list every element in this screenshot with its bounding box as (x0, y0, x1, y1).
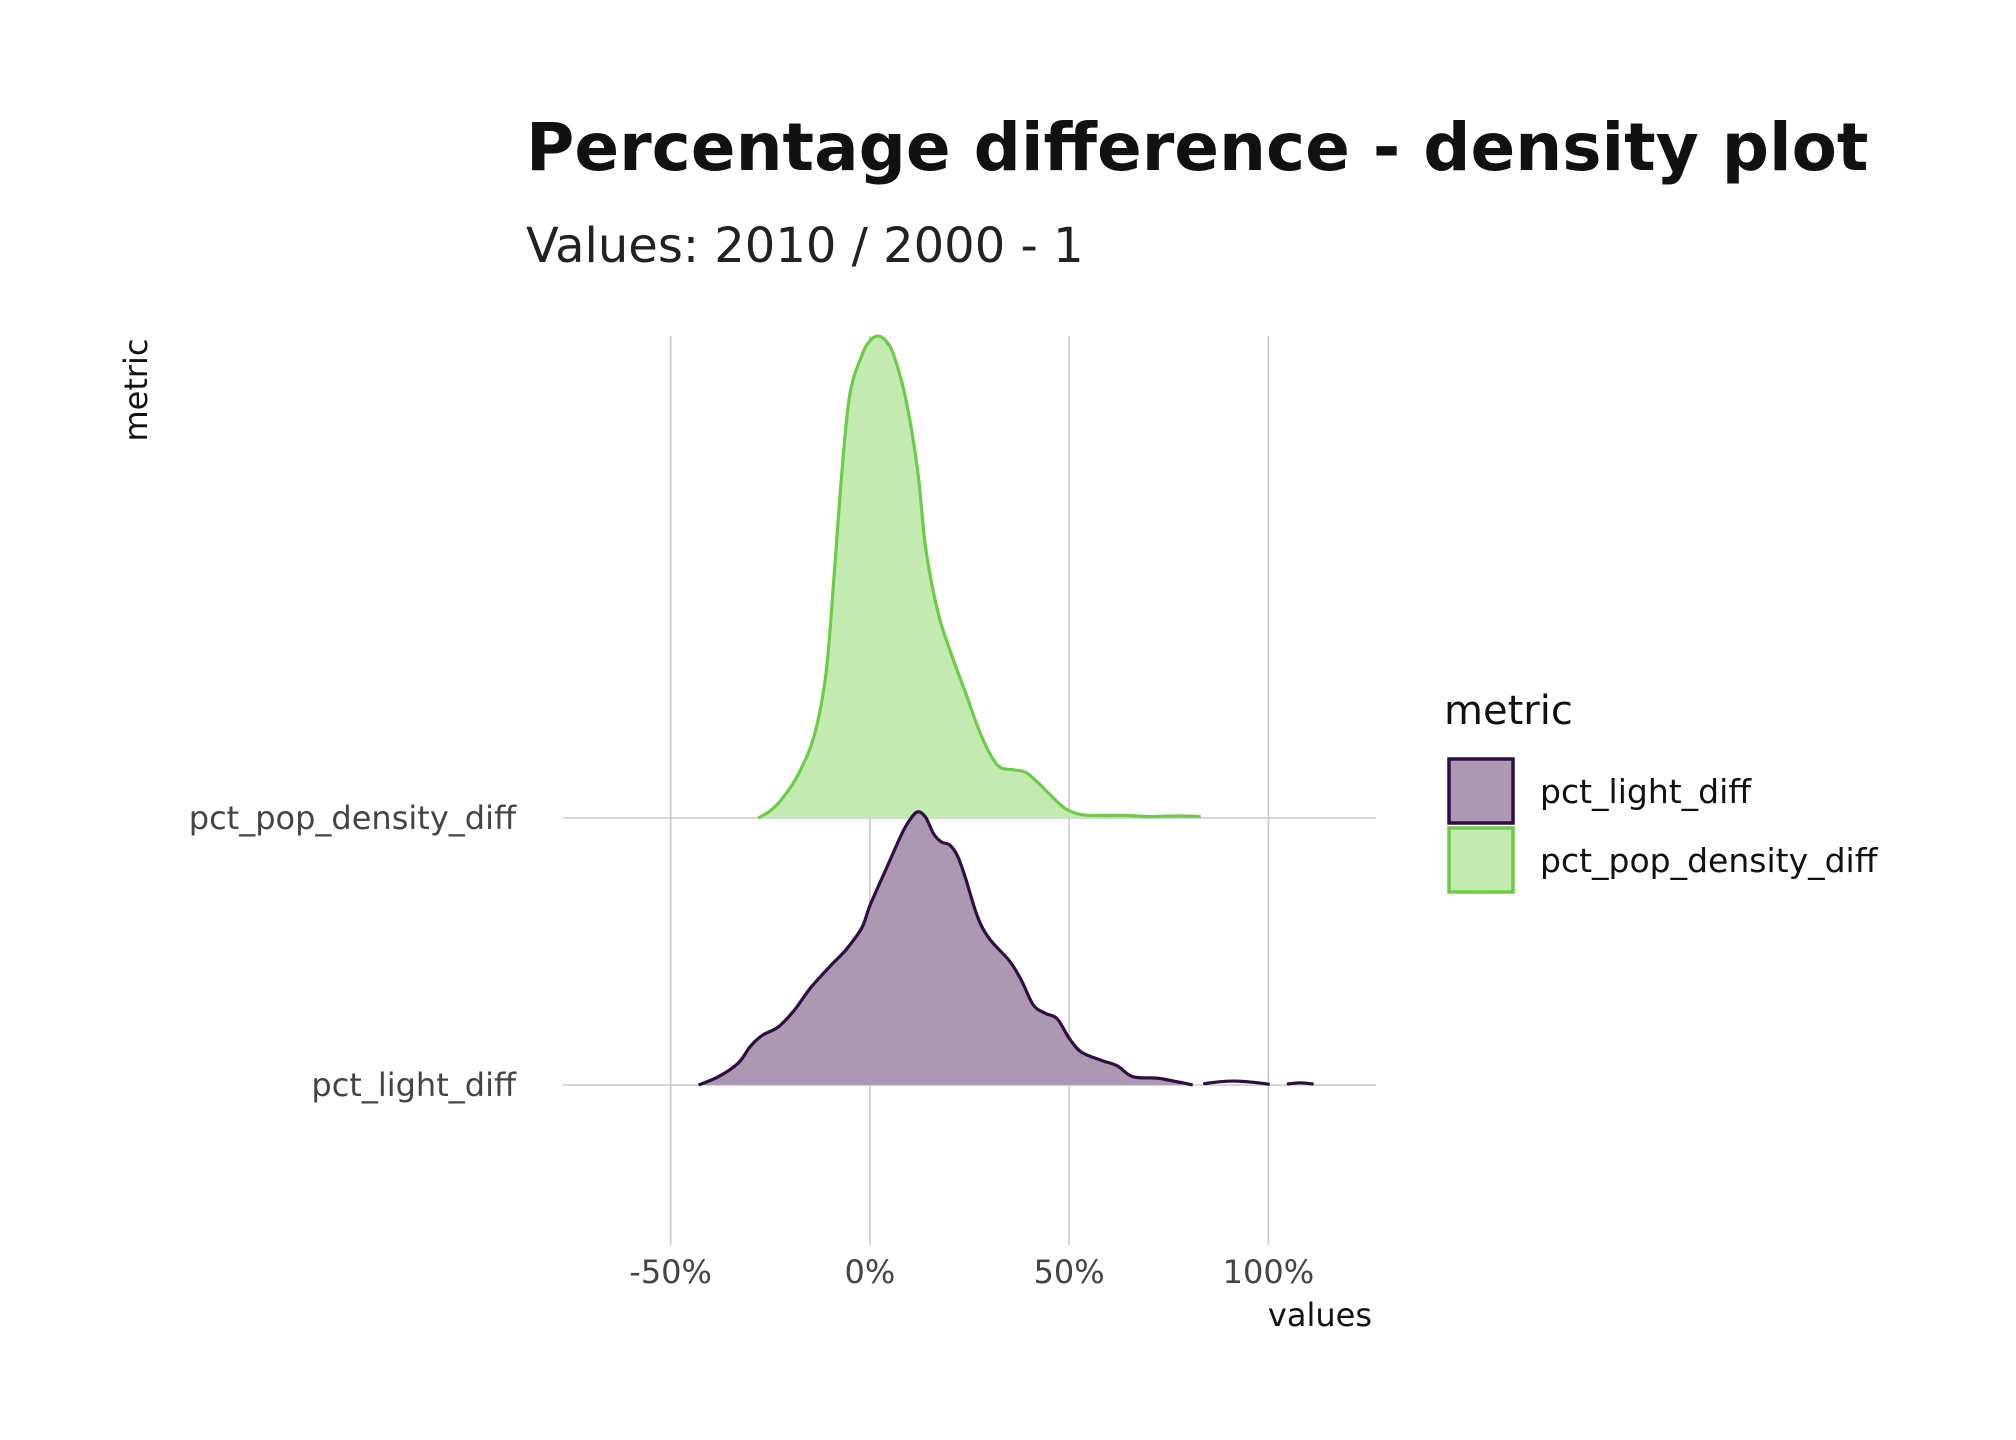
x-tick-label-1: 0% (844, 1253, 895, 1291)
legend-swatch-pct_light_diff (1447, 757, 1515, 825)
y-axis-title: metric (117, 338, 155, 441)
ridge-tail-pct_light_diff-1 (1286, 1081, 1314, 1086)
x-tick-label-2: 50% (1034, 1253, 1105, 1291)
ridge-outline-pct_pop_density_diff (757, 334, 1201, 820)
chart-title: Percentage difference - density plot (526, 109, 1868, 186)
chart-subtitle: Values: 2010 / 2000 - 1 (526, 218, 1084, 274)
ridge-fill-pct_pop_density_diff (758, 336, 1201, 818)
density-ridges (697, 334, 1314, 1087)
ridge-tail-pct_light_diff-0 (1203, 1079, 1270, 1086)
ridge-outline-pct_light_diff (697, 810, 1194, 1087)
axis-tick-labels: -50% 0% 50% 100% pct_light_diff pct_pop_densi… (189, 799, 1314, 1291)
y-tick-label-pct_pop_density_diff: pct_pop_density_diff (189, 799, 517, 837)
y-tick-label-pct_light_diff: pct_light_diff (311, 1066, 517, 1104)
x-axis-title: values (1268, 1296, 1372, 1334)
legend-title: metric (1444, 688, 1573, 734)
legend: metric pct_light_diff pct_pop_density_dif… (1444, 688, 1879, 894)
legend-swatch-pct_pop_density_diff (1447, 826, 1515, 894)
x-tick-label-0: -50% (629, 1253, 712, 1291)
ridge-fill-pct_light_diff (698, 811, 1193, 1085)
legend-label-pct_light_diff: pct_light_diff (1540, 772, 1752, 811)
x-tick-label-3: 100% (1223, 1253, 1314, 1291)
legend-label-pct_pop_density_diff: pct_pop_density_diff (1540, 841, 1879, 880)
